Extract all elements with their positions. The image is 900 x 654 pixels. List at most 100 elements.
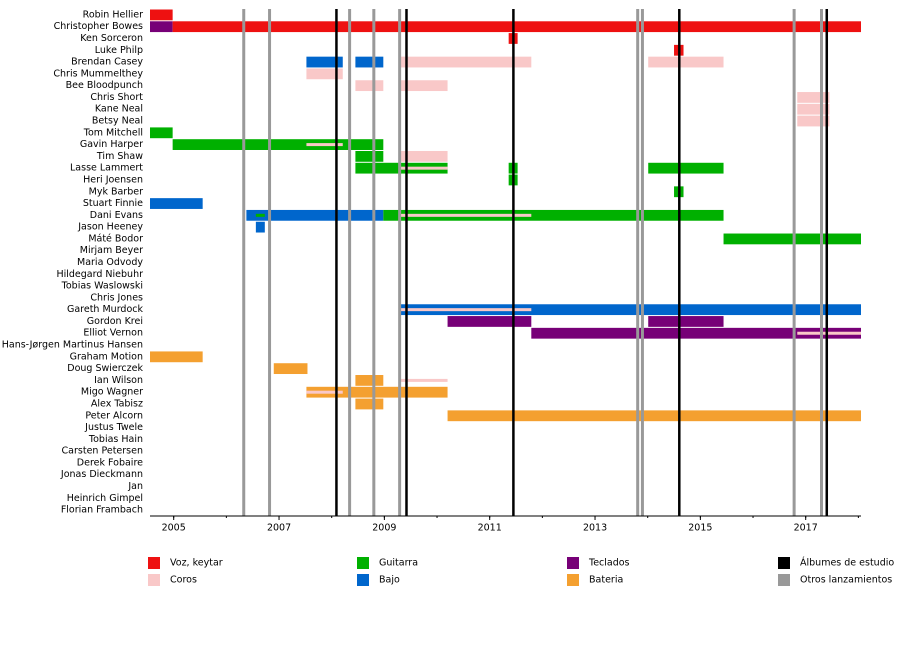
legend-label: Coros: [170, 575, 197, 586]
x-tick-label: 2009: [372, 523, 396, 534]
x-tick-label: 2007: [267, 523, 291, 534]
legend-swatch: [567, 574, 579, 586]
member-label: Chris Short: [90, 92, 143, 103]
legend-label: Voz, keytar: [170, 558, 223, 569]
member-label: Máté Bodor: [88, 233, 143, 244]
member-label: Kane Neal: [95, 104, 143, 115]
member-label: Maria Odvody: [77, 257, 143, 268]
x-tick-label: 2005: [162, 523, 186, 534]
role-bar: [172, 139, 384, 150]
member-label: Tom Mitchell: [83, 127, 143, 138]
member-label: Heri Joensen: [83, 174, 143, 185]
role-bar: [399, 166, 448, 170]
member-label: Alex Tabisz: [91, 398, 143, 409]
role-bar: [648, 316, 724, 327]
role-bar: [399, 150, 448, 162]
role-bar: [306, 68, 343, 80]
member-label: Stuart Finnie: [83, 198, 143, 209]
legend-swatch: [778, 557, 790, 569]
member-label: Robin Hellier: [83, 9, 143, 20]
member-label: Jonas Dieckmann: [60, 469, 143, 480]
member-label: Elliot Vernon: [83, 328, 143, 339]
role-bar: [447, 316, 532, 327]
member-label: Ken Sorceron: [80, 33, 143, 44]
member-label: Derek Fobaire: [77, 457, 143, 468]
legend-label: Bateria: [589, 575, 623, 586]
member-label: Dani Evans: [90, 210, 143, 221]
member-label: Graham Motion: [70, 351, 143, 362]
role-bar: [399, 304, 861, 316]
member-label: Heinrich Gimpel: [67, 493, 143, 504]
member-label: Ian Wilson: [94, 375, 143, 386]
member-label: Brendan Casey: [71, 57, 143, 68]
role-bar: [383, 209, 724, 221]
role-bar: [150, 9, 173, 21]
member-label: Christopher Bowes: [54, 21, 143, 32]
member-label: Florian Frambach: [61, 505, 143, 516]
role-bar: [355, 150, 384, 162]
member-label: Chris Mummelthey: [53, 68, 143, 79]
role-bar: [399, 80, 448, 92]
member-label: Myk Barber: [89, 186, 143, 197]
role-bar: [255, 213, 265, 217]
member-label: Bee Bloodpunch: [66, 80, 143, 91]
member-label: Jason Heeney: [77, 222, 143, 233]
role-bar: [150, 127, 173, 139]
member-label: Gordon Krei: [87, 316, 143, 327]
legend-swatch: [778, 574, 790, 586]
member-label: Carsten Petersen: [62, 446, 143, 457]
legend-label: Álbumes de estudio: [800, 557, 894, 569]
member-label: Mirjam Beyer: [80, 245, 143, 256]
x-tick-label: 2015: [688, 523, 712, 534]
legend-label: Bajo: [379, 575, 400, 586]
role-bar: [648, 162, 724, 174]
role-bar: [648, 56, 724, 68]
member-label: Chris Jones: [90, 292, 143, 303]
member-label: Lasse Lammert: [70, 163, 143, 174]
role-bar: [255, 221, 265, 233]
role-bar: [306, 143, 343, 147]
role-bar: [150, 351, 203, 363]
role-bar: [306, 390, 343, 394]
role-bar: [399, 378, 448, 382]
member-label: Gavin Harper: [80, 139, 143, 150]
role-bar: [273, 363, 308, 375]
legend-swatch: [148, 557, 160, 569]
role-bar: [797, 103, 830, 115]
role-bar: [797, 92, 830, 103]
role-bar: [399, 308, 532, 312]
member-label: Gareth Murdock: [67, 304, 144, 315]
member-label: Doug Swierczek: [67, 363, 143, 374]
role-bar: [355, 80, 384, 92]
role-bar: [306, 386, 448, 398]
role-bar: [355, 56, 384, 68]
legend-swatch: [357, 574, 369, 586]
member-label: Jan: [127, 481, 143, 492]
legend-swatch: [567, 557, 579, 569]
x-tick-label: 2011: [478, 523, 502, 534]
member-label: Tobias Waslowski: [61, 281, 143, 292]
member-label: Betsy Neal: [92, 116, 143, 127]
member-label: Hildegard Niebuhr: [56, 269, 143, 280]
member-label: Luke Philp: [95, 45, 143, 56]
x-tick-label: 2017: [794, 523, 818, 534]
legend-swatch: [148, 574, 160, 586]
member-label: Hans-Jørgen Martinus Hansen: [2, 340, 143, 351]
role-bar: [447, 410, 861, 422]
role-bar: [150, 21, 173, 33]
role-bar: [246, 209, 384, 221]
member-label: Tim Shaw: [96, 151, 143, 162]
role-bar: [306, 56, 343, 68]
legend-label: Otros lanzamientos: [800, 575, 892, 586]
member-label: Tobias Hain: [88, 434, 143, 445]
role-bar: [355, 375, 384, 386]
legend-swatch: [357, 557, 369, 569]
legend-label: Guitarra: [379, 558, 418, 569]
role-bar: [150, 198, 203, 209]
role-bar: [355, 398, 384, 410]
member-label: Peter Alcorn: [85, 410, 143, 421]
role-bar: [399, 213, 532, 217]
role-bar: [797, 115, 830, 127]
role-bar: [797, 331, 861, 335]
